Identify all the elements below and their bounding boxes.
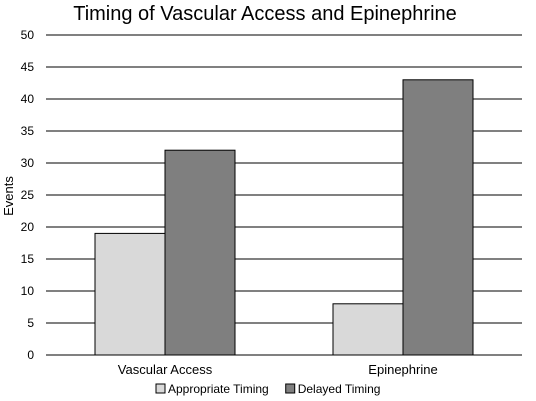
legend-label: Appropriate Timing	[168, 382, 269, 396]
y-tick-label: 40	[21, 92, 35, 106]
legend-label: Delayed Timing	[298, 382, 381, 396]
y-tick-label: 10	[21, 284, 35, 298]
y-tick-label: 30	[21, 156, 35, 170]
x-category-label: Epinephrine	[368, 362, 437, 377]
bar-appropriate-timing-vascular-access	[94, 232, 166, 356]
y-tick-label: 45	[21, 60, 35, 74]
y-tick-label: 5	[27, 316, 34, 330]
x-category-label: Vascular Access	[118, 362, 213, 377]
bar-appropriate-timing-epinephrine	[332, 303, 404, 356]
y-tick-label: 0	[27, 348, 34, 362]
y-tick-label: 15	[21, 252, 35, 266]
legend-swatch	[285, 383, 296, 394]
y-tick-label: 25	[21, 188, 35, 202]
bar-delayed-timing-vascular-access	[164, 149, 236, 356]
chart-title: Timing of Vascular Access and Epinephrin…	[73, 3, 457, 25]
bar-delayed-timing-epinephrine	[402, 79, 474, 356]
y-axis-label: Events	[1, 176, 16, 216]
y-tick-label: 50	[21, 28, 35, 42]
y-tick-label: 35	[21, 124, 35, 138]
legend-swatch	[155, 383, 166, 394]
y-tick-label: 20	[21, 220, 35, 234]
